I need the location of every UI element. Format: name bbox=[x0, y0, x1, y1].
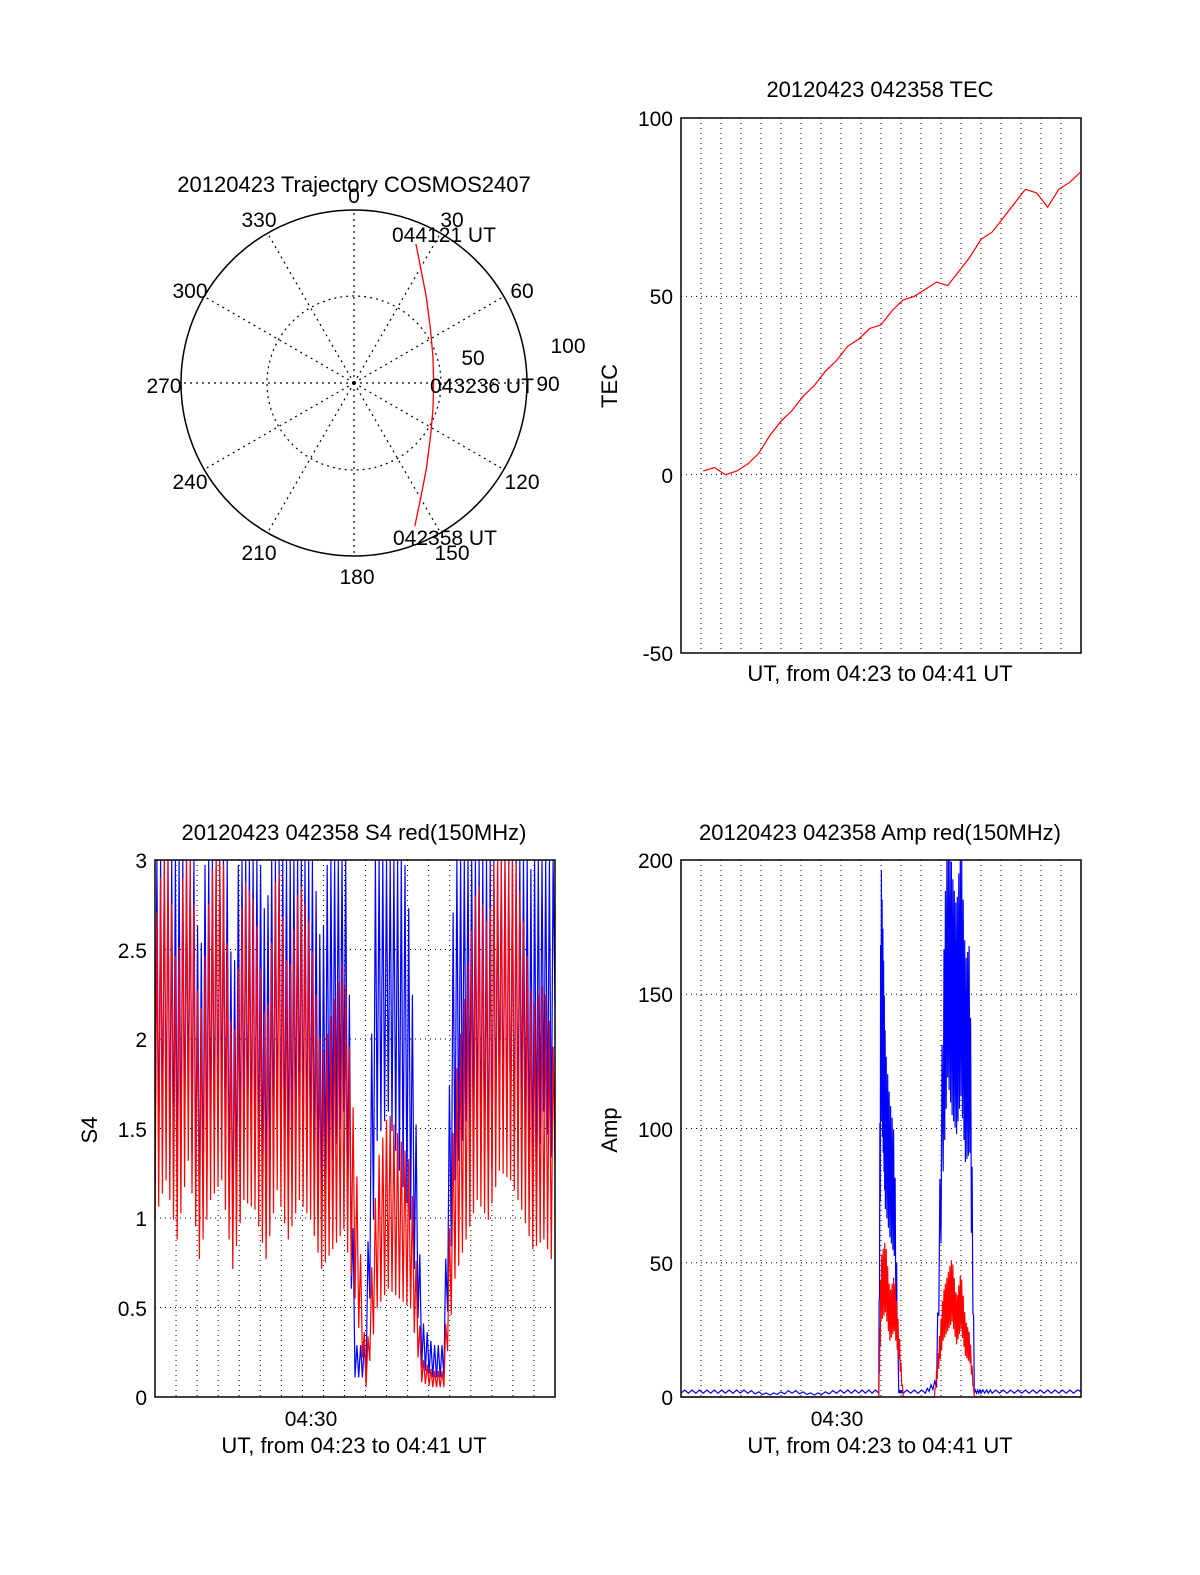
y-tick-label: 100 bbox=[638, 1119, 673, 1142]
y-tick-label: 50 bbox=[650, 286, 673, 309]
amp-frame bbox=[680, 859, 1082, 1398]
azimuth-labels: 0 30 60 90 120 150 180 210 240 270 300 3… bbox=[146, 185, 585, 589]
s4-panel: 20120423 042358 S4 red(150MHz) 3 2.5 2 1… bbox=[77, 820, 556, 1458]
y-tick-label: 2 bbox=[135, 1029, 147, 1052]
azimuth-label: 180 bbox=[339, 566, 374, 589]
amp-x-axis-label: UT, from 04:23 to 04:41 UT bbox=[747, 1433, 1012, 1458]
amp-title: 20120423 042358 Amp red(150MHz) bbox=[699, 820, 1061, 845]
polar-inner-circle bbox=[266, 295, 442, 471]
series-line bbox=[703, 171, 1082, 476]
y-tick-label: 1 bbox=[135, 1208, 147, 1231]
tec-series bbox=[703, 171, 1082, 476]
y-tick-label: 1.5 bbox=[118, 1119, 147, 1142]
series-line bbox=[681, 1242, 1081, 1398]
azimuth-label: 330 bbox=[241, 209, 276, 232]
y-tick-label: -50 bbox=[643, 643, 673, 666]
trajectory-start-label: 042358 UT bbox=[393, 527, 497, 550]
y-tick-label: 100 bbox=[638, 108, 673, 131]
radius-label: 50 bbox=[461, 347, 484, 370]
polar-spoke bbox=[353, 295, 505, 384]
polar-outer-circle bbox=[180, 209, 528, 557]
radius-label: 100 bbox=[550, 335, 585, 358]
y-tick-label: 150 bbox=[638, 984, 673, 1007]
azimuth-label: 0 bbox=[348, 185, 360, 208]
y-tick-label: 0.5 bbox=[118, 1298, 147, 1321]
x-tick-label: 04:30 bbox=[811, 1408, 864, 1431]
polar-spoke bbox=[203, 382, 355, 471]
trajectory-track bbox=[414, 243, 435, 527]
y-tick-label: 50 bbox=[650, 1253, 673, 1276]
y-tick-label: 3 bbox=[135, 850, 147, 873]
amp-series bbox=[680, 859, 1082, 1398]
tec-frame bbox=[680, 117, 1082, 654]
tec-x-axis-label: UT, from 04:23 to 04:41 UT bbox=[747, 661, 1012, 686]
azimuth-label: 270 bbox=[146, 375, 181, 398]
s4-series bbox=[154, 859, 556, 1388]
azimuth-label: 210 bbox=[241, 542, 276, 565]
polar-spoke bbox=[353, 382, 442, 534]
azimuth-label: 90 bbox=[536, 373, 559, 396]
y-tick-label: 0 bbox=[661, 465, 673, 488]
azimuth-label: 30 bbox=[440, 209, 463, 232]
tec-panel: 20120423 042358 TEC 100 50 0 -50 TEC UT,… bbox=[597, 77, 1082, 686]
polar-spoke bbox=[203, 295, 355, 384]
s4-frame bbox=[154, 859, 556, 1398]
polar-spoke bbox=[353, 232, 442, 384]
azimuth-label: 120 bbox=[504, 471, 539, 494]
polar-spoke bbox=[266, 232, 355, 384]
s4-y-axis-label: S4 bbox=[77, 1117, 102, 1144]
tec-y-axis-label: TEC bbox=[597, 364, 622, 408]
polar-spoke bbox=[266, 382, 355, 534]
y-tick-label: 200 bbox=[638, 850, 673, 873]
x-tick-label: 04:30 bbox=[285, 1408, 338, 1431]
trajectory-end-label: 044121 UT bbox=[392, 224, 496, 247]
tec-grid bbox=[681, 118, 1081, 653]
series-line bbox=[154, 859, 556, 1388]
s4-title: 20120423 042358 S4 red(150MHz) bbox=[182, 820, 527, 845]
azimuth-label: 300 bbox=[172, 280, 207, 303]
azimuth-label: 240 bbox=[172, 471, 207, 494]
polar-spoke bbox=[353, 382, 505, 471]
amp-panel: 20120423 042358 Amp red(150MHz) 200 150 … bbox=[597, 820, 1082, 1458]
trajectory-panel: 20120423 Trajectory COSMOS2407 0 30 60 9… bbox=[146, 172, 585, 589]
trajectory-title: 20120423 Trajectory COSMOS2407 bbox=[177, 172, 530, 197]
s4-grid bbox=[155, 860, 555, 1397]
y-tick-label: 0 bbox=[135, 1387, 147, 1410]
trajectory-mid-label: 043236 UT bbox=[430, 375, 534, 398]
s4-x-axis-label: UT, from 04:23 to 04:41 UT bbox=[221, 1433, 486, 1458]
tec-title: 20120423 042358 TEC bbox=[766, 77, 993, 102]
azimuth-label: 150 bbox=[434, 542, 469, 565]
y-tick-label: 2.5 bbox=[118, 940, 147, 963]
amp-y-axis-label: Amp bbox=[597, 1107, 622, 1152]
y-tick-label: 0 bbox=[661, 1387, 673, 1410]
polar-grid bbox=[181, 210, 527, 556]
azimuth-label: 60 bbox=[510, 280, 533, 303]
